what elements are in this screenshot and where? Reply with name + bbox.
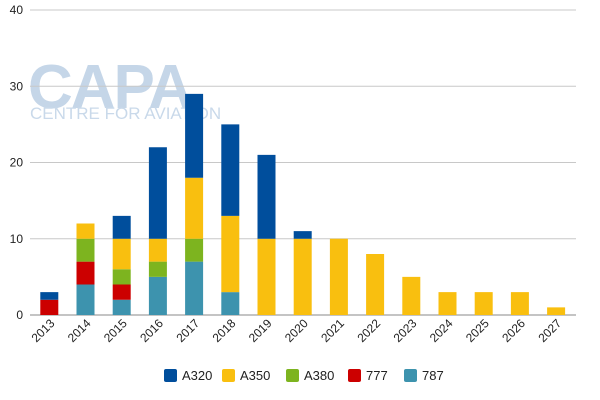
legend-swatch xyxy=(404,369,417,382)
x-tick-label: 2027 xyxy=(535,316,564,345)
x-tick-label: 2018 xyxy=(210,316,239,345)
bar-segment-a350-2017 xyxy=(185,177,204,239)
bar-segment-a350-2025 xyxy=(474,292,493,315)
y-tick-label: 10 xyxy=(10,232,24,246)
bar-segment-a320-2013 xyxy=(40,292,59,300)
x-tick-label: 2026 xyxy=(499,316,528,345)
bar-segment-a320-2020 xyxy=(293,231,312,239)
legend-swatch xyxy=(348,369,361,382)
bar-segment-a350-2026 xyxy=(510,292,529,315)
y-tick-label: 20 xyxy=(10,156,24,170)
watermark-brand: CAPA xyxy=(28,53,192,122)
legend-swatch xyxy=(222,369,235,382)
y-tick-label: 30 xyxy=(10,79,24,93)
x-tick-label: 2016 xyxy=(137,316,166,345)
bar-segment-a380-2017 xyxy=(185,238,204,262)
bar-segment-a350-2019 xyxy=(257,238,276,315)
x-tick-label: 2014 xyxy=(65,316,94,345)
bar-segment-a350-2014 xyxy=(76,223,95,239)
bar-segment-777-2015 xyxy=(112,284,131,300)
x-axis: 2013 2014 2015 2016 2017 2018 2019 2020 2021 2022… xyxy=(29,316,565,345)
bar-segment-787-2015 xyxy=(112,299,131,315)
x-tick-label: 2019 xyxy=(246,316,275,345)
bar-segment-a380-2016 xyxy=(148,261,167,277)
watermark-tagline: CENTRE FOR AVIATION xyxy=(30,104,221,123)
legend-swatch xyxy=(164,369,177,382)
bar-segment-a350-2023 xyxy=(402,276,421,315)
x-tick-label: 2020 xyxy=(282,316,311,345)
legend-item-777: 777 xyxy=(348,368,388,383)
bar-segment-a320-2018 xyxy=(221,124,240,216)
bar-segment-a350-2020 xyxy=(293,238,312,315)
bar-segment-a320-2016 xyxy=(148,147,167,239)
bar-segment-a350-2018 xyxy=(221,215,240,293)
bar-segment-787-2017 xyxy=(185,261,204,315)
legend-label: A350 xyxy=(240,368,270,383)
bar-segment-a350-2021 xyxy=(329,238,348,315)
x-tick-label: 2017 xyxy=(173,316,202,345)
watermark: CAPA CENTRE FOR AVIATION xyxy=(28,53,221,123)
bar-segment-777-2013 xyxy=(40,299,59,315)
bar-segment-a320-2017 xyxy=(185,93,204,178)
legend-label: 787 xyxy=(422,368,444,383)
bar-segment-a350-2024 xyxy=(438,292,457,315)
bar-segment-787-2014 xyxy=(76,284,95,315)
legend-label: A380 xyxy=(304,368,334,383)
y-tick-label: 0 xyxy=(16,308,23,322)
legend-item-787: 787 xyxy=(404,368,444,383)
x-tick-label: 2013 xyxy=(29,316,58,345)
bar-segment-a350-2015 xyxy=(112,238,131,270)
bar-segment-787-2016 xyxy=(148,276,167,315)
x-tick-label: 2023 xyxy=(391,316,420,345)
legend-label: A320 xyxy=(182,368,212,383)
bar-segment-a350-2022 xyxy=(366,254,385,315)
bar-segment-787-2018 xyxy=(221,292,240,315)
x-tick-label: 2015 xyxy=(101,316,130,345)
y-tick-label: 40 xyxy=(10,3,24,17)
bar-segment-a320-2019 xyxy=(257,154,276,239)
legend-item-a320: A320 xyxy=(164,368,212,383)
bar-segment-a380-2014 xyxy=(76,238,95,262)
y-axis: 0 10 20 30 40 xyxy=(10,3,24,322)
bar-segment-a350-2016 xyxy=(148,238,167,262)
bars xyxy=(40,93,566,315)
legend: A320 A350 A380 777 787 xyxy=(164,368,444,383)
x-tick-label: 2022 xyxy=(354,316,383,345)
bar-segment-a380-2015 xyxy=(112,269,131,285)
x-tick-label: 2021 xyxy=(318,316,347,345)
legend-label: 777 xyxy=(366,368,388,383)
x-tick-label: 2025 xyxy=(463,316,492,345)
legend-swatch xyxy=(286,369,299,382)
bar-segment-a350-2027 xyxy=(547,307,566,315)
legend-item-a350: A350 xyxy=(222,368,270,383)
legend-item-a380: A380 xyxy=(286,368,334,383)
bar-segment-777-2014 xyxy=(76,261,95,285)
x-tick-label: 2024 xyxy=(427,316,456,345)
bar-segment-a320-2015 xyxy=(112,215,131,239)
